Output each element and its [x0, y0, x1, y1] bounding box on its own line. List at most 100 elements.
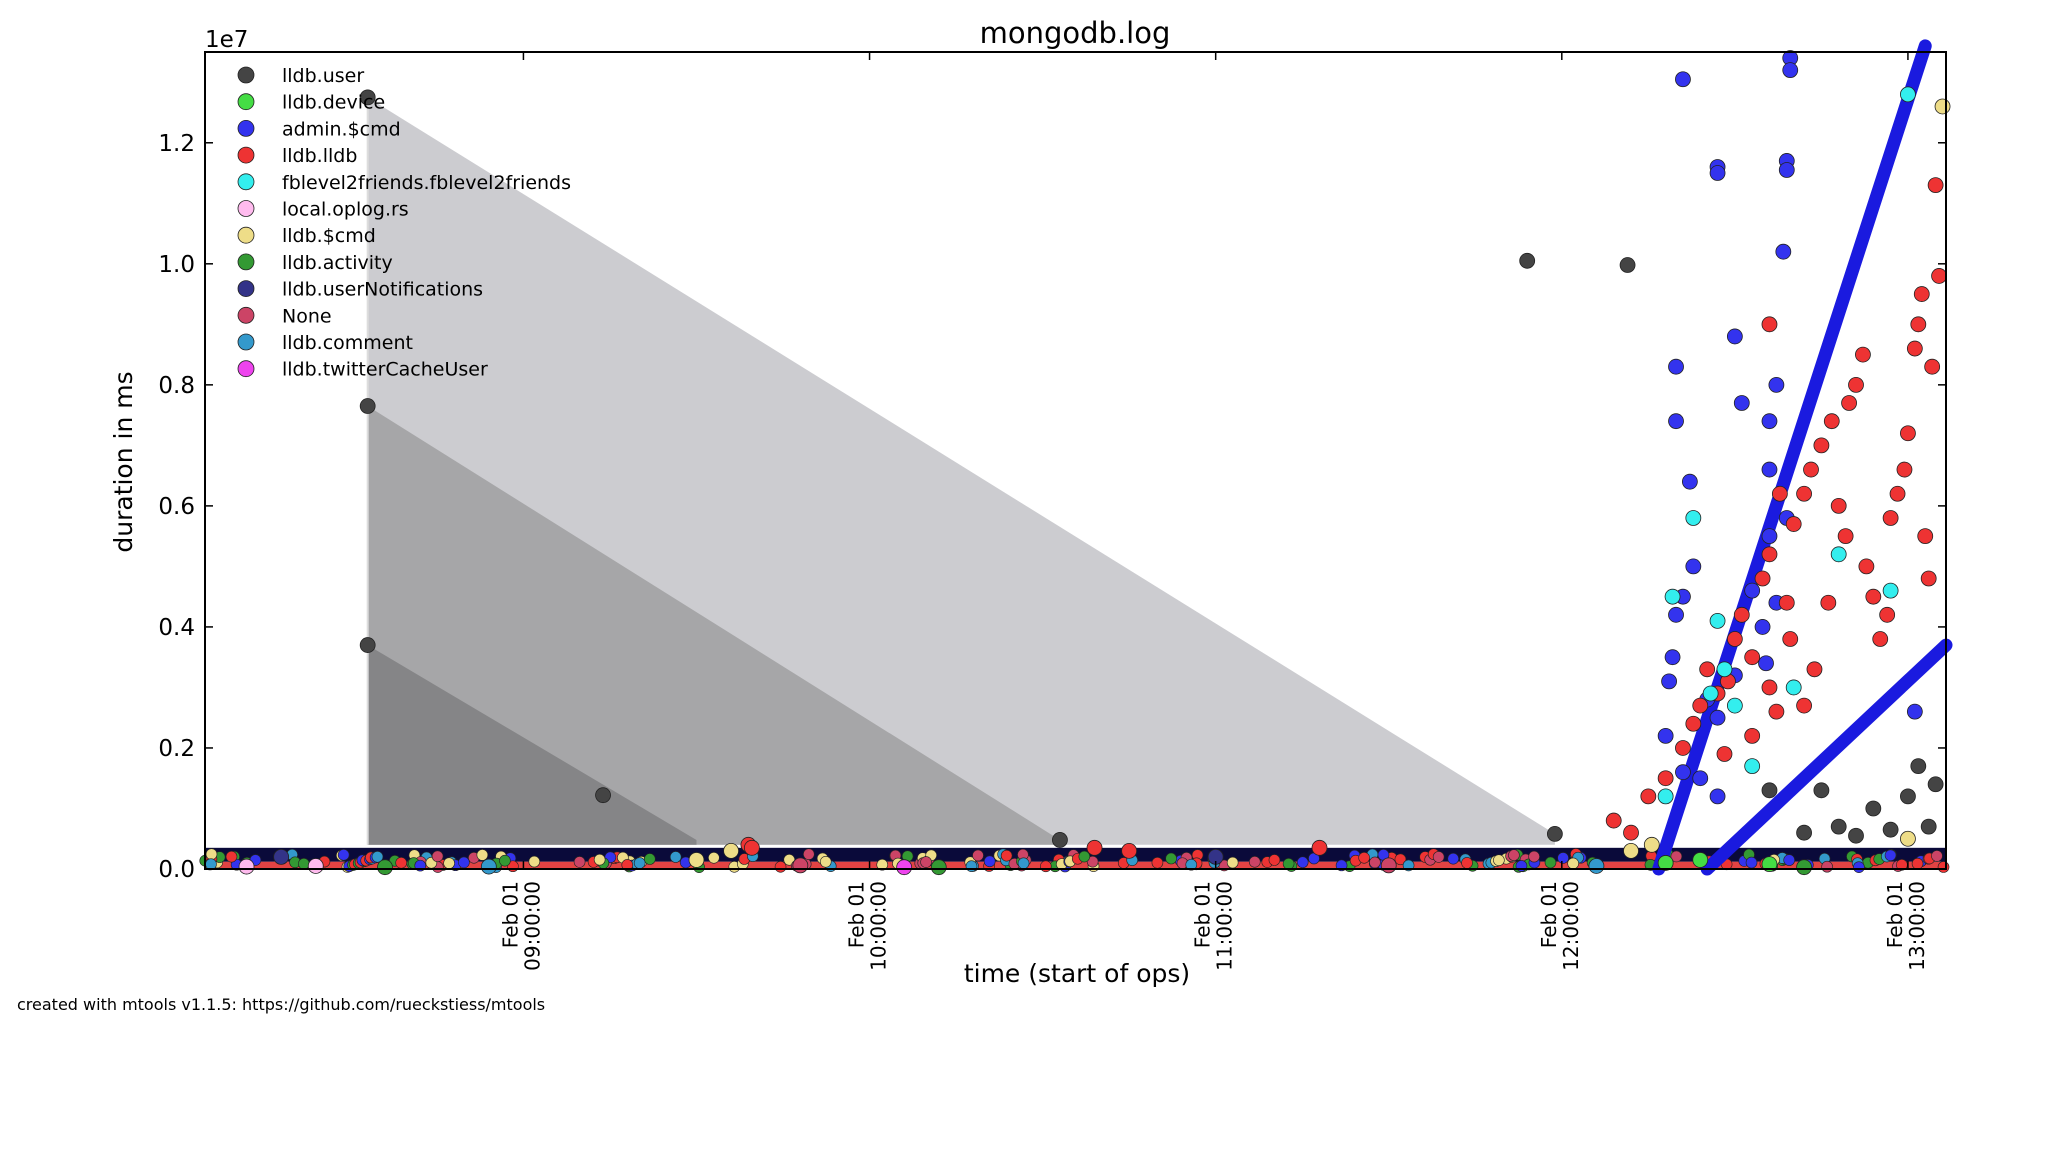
point-lldb-lldb: [1768, 703, 1785, 720]
y-axis-ticks: 0.0 0.2 0.4 0.6 0.8 1.0 1.2: [158, 131, 1946, 883]
point-admin-cmd: [1668, 413, 1684, 430]
point-lldb-lldb: [1913, 286, 1930, 302]
point-lldb-lldb: [1311, 839, 1328, 856]
legend-label: fblevel2friends.fblevel2friends: [282, 172, 571, 194]
baseline-point: [1557, 852, 1569, 864]
point-lldb-cmd: [723, 842, 740, 859]
point-admin-cmd: [1754, 619, 1771, 635]
baseline-dense-points: [199, 847, 1950, 873]
legend-label: lldb.activity: [282, 252, 393, 274]
point-lldb-user: [1813, 782, 1830, 799]
baseline-point: [225, 850, 238, 863]
point-lldb-lldb: [1896, 461, 1913, 478]
point-lldb-lldb: [1761, 679, 1778, 696]
point-lldb-lldb: [1855, 346, 1871, 363]
baseline-point: [708, 852, 720, 864]
baseline-point: [1248, 856, 1261, 868]
point-admin-cmd: [1657, 727, 1674, 744]
point-lldb-comment: [1588, 858, 1605, 874]
point-admin-cmd: [1709, 709, 1726, 726]
baseline-point: [633, 857, 646, 869]
point-fblevel2friends-fblevel2friends: [1657, 788, 1674, 805]
legend-label: lldb.userNotifications: [282, 279, 483, 301]
plot-frame: [204, 51, 1947, 870]
point-local-oplog-rs: [238, 858, 255, 875]
point-lldb-user: [1519, 252, 1536, 269]
point-lldb-lldb: [1726, 631, 1743, 647]
point-lldb-lldb: [1605, 812, 1622, 829]
baseline-point: [1493, 854, 1505, 866]
legend-label: lldb.$cmd: [282, 225, 376, 247]
point-lldb-lldb: [1879, 606, 1896, 623]
footer-credit: created with mtools v1.1.5: https://gith…: [17, 995, 545, 1014]
point-admin-cmd: [1733, 395, 1750, 411]
point-lldb-lldb: [1754, 570, 1771, 587]
baseline-point: [443, 857, 455, 870]
trend-lines: [1652, 39, 1953, 876]
point-lldb-lldb: [1858, 558, 1875, 575]
y-tick-label: 0.4: [158, 615, 195, 641]
plot-area: [199, 39, 1953, 876]
baseline-point: [1432, 851, 1445, 863]
baseline-point: [1078, 850, 1091, 863]
baseline-point: [1268, 854, 1281, 866]
point-lldb-lldb: [1865, 588, 1882, 605]
point-admin-cmd: [1778, 162, 1795, 178]
point-lldb-lldb: [1872, 631, 1889, 647]
duration-bands: [366, 97, 1555, 845]
point-lldb-lldb: [1121, 842, 1138, 859]
legend-marker: [237, 306, 255, 324]
point-lldb-lldb: [1900, 425, 1916, 442]
point-lldb-lldb: [1823, 413, 1840, 430]
point-admin-cmd: [1661, 673, 1678, 690]
x-tick-date: Feb 01: [1191, 881, 1215, 948]
baseline-point: [298, 857, 310, 870]
point-fblevel2friends-fblevel2friends: [1716, 661, 1733, 678]
point-none: [1380, 857, 1397, 874]
point-lldb-lldb: [1796, 697, 1812, 714]
baseline-point: [774, 861, 787, 873]
point-lldb-usernotifications: [273, 848, 290, 865]
point-lldb-lldb: [1657, 770, 1674, 787]
point-lldb-user: [1900, 788, 1916, 805]
point-admin-cmd: [1758, 655, 1774, 672]
baseline-point: [1296, 856, 1309, 869]
baseline-point: [1544, 856, 1557, 869]
point-lldb-lldb: [1830, 497, 1847, 514]
baseline-point: [1508, 849, 1520, 861]
point-admin-cmd: [1675, 71, 1691, 88]
point-lldb-cmd: [1643, 836, 1660, 853]
baseline-point: [1745, 856, 1758, 869]
baseline-point: [1040, 860, 1052, 873]
point-lldb-lldb: [743, 839, 760, 856]
legend-marker: [237, 66, 255, 84]
baseline-point: [1911, 857, 1924, 870]
point-lldb-lldb: [1640, 788, 1657, 805]
point-admin-cmd: [1668, 358, 1684, 375]
point-lldb-device: [1657, 855, 1674, 871]
baseline-point: [431, 850, 444, 863]
point-admin-cmd: [1761, 461, 1778, 478]
legend-label: None: [282, 305, 332, 327]
point-lldb-lldb: [1889, 485, 1906, 502]
point-lldb-lldb: [1675, 740, 1691, 756]
x-tick-time: 09:00:00: [520, 881, 544, 971]
x-axis-label: time (start of ops): [964, 959, 1190, 988]
point-lldb-lldb: [1699, 661, 1716, 678]
legend-marker: [237, 146, 255, 164]
point-lldb-lldb: [1785, 516, 1802, 532]
baseline-point: [1937, 861, 1950, 873]
point-lldb-cmd: [1900, 830, 1916, 847]
point-lldb-device: [1761, 856, 1778, 873]
point-lldb-lldb: [1820, 594, 1837, 611]
baseline-point: [644, 853, 656, 865]
baseline-point: [337, 849, 350, 861]
point-lldb-lldb: [1623, 824, 1639, 841]
point-lldb-lldb: [1733, 606, 1750, 623]
baseline-point: [876, 858, 889, 871]
baseline-point: [1528, 850, 1540, 863]
point-lldb-lldb: [1841, 395, 1857, 411]
baseline-point: [1151, 856, 1164, 869]
